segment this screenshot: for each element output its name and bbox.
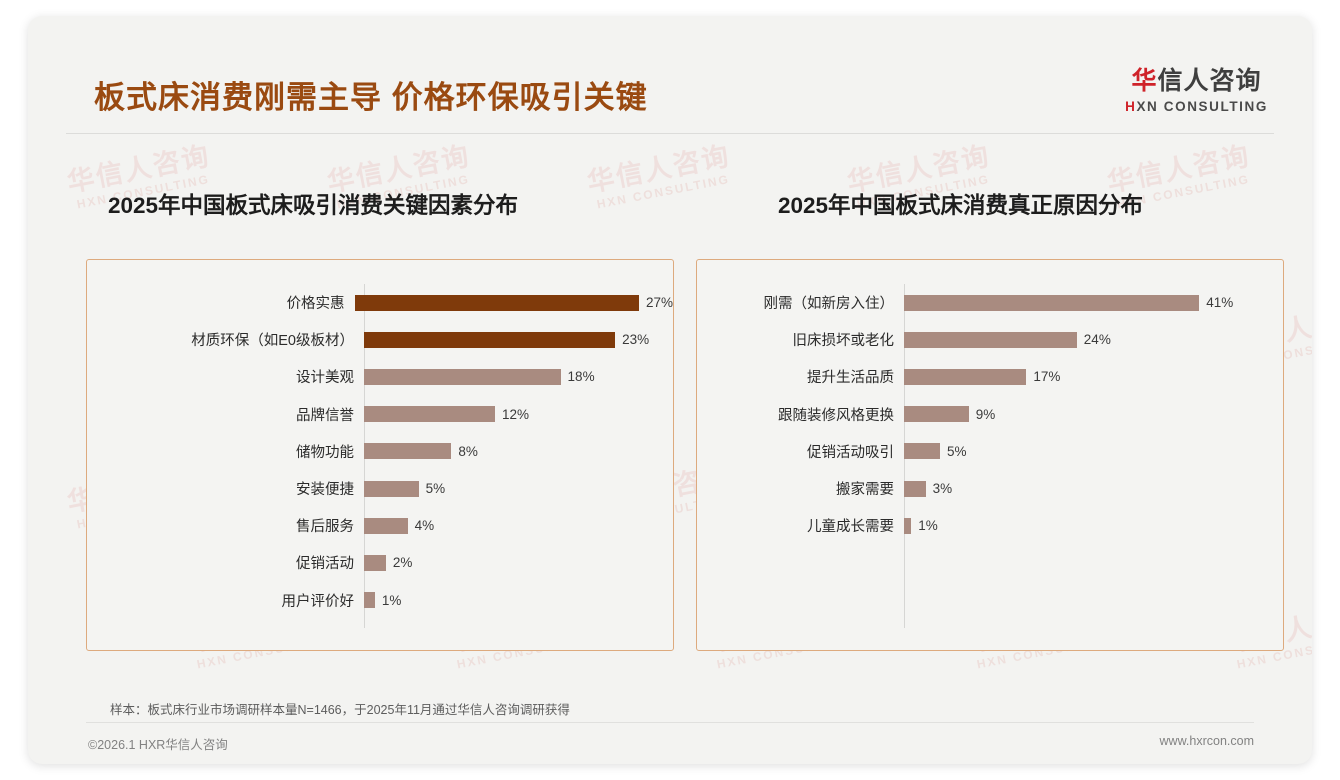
bar-row: 提升生活品质 17% [697,358,1283,395]
bar [364,592,375,609]
bar-category-label: 设计美观 [296,370,354,387]
bar-value-label: 5% [425,481,446,497]
bar [904,517,912,534]
chart-title-left: 2025年中国板式床吸引消费关键因素分布 [108,193,519,218]
bar-value-label: 1% [381,592,402,608]
bar-row: 价格实惠 27% [87,284,673,321]
bar-value-label: 23% [622,332,650,348]
bar-row: 儿童成长需要 1% [697,507,1283,544]
bar [364,517,408,534]
watermark-english: HXN CONSULTING [595,171,731,212]
bar-category-label: 用户评价好 [281,593,355,610]
bar [364,554,386,571]
bar-value-label: 5% [947,443,967,459]
bar-row: 旧床损坏或老化 24% [697,321,1283,358]
copyright-text: ©2026.1 HXR华信人咨询 [88,738,228,752]
bar [904,443,940,460]
logo-chinese: 华信人咨询 [1125,67,1268,96]
bar [904,406,969,423]
bar-category-label: 售后服务 [296,519,354,536]
bar-row: 搬家需要 3% [697,470,1283,507]
bar-category-label: 儿童成长需要 [807,519,894,536]
bar-category-label: 价格实惠 [286,296,345,313]
chart-panel-left: 价格实惠 27% 材质环保（如E0级板材） 23% 设计美观 18% 品牌信誉 12% 储物功能… [86,259,674,651]
bar [904,368,1027,385]
bar-value-label: 3% [932,481,953,497]
bar-category-label: 储物功能 [296,444,354,461]
bar-value-label: 9% [975,406,996,422]
bar-value-label: 27% [645,295,673,311]
bar-row: 促销活动吸引 5% [697,433,1283,470]
bar-row: 品牌信誉 12% [87,396,673,433]
logo-english: HXN CONSULTING [1125,99,1268,114]
bar-category-label: 品牌信誉 [296,407,354,424]
footer-divider [86,722,1254,723]
bar-value-label: 24% [1083,332,1111,348]
slide: 华信人咨询 HXN CONSULTING 华信人咨询 HXN CONSULTING 华信… [28,16,1312,764]
bar-row: 售后服务 4% [87,507,673,544]
logo-english-rest: XN CONSULTING [1136,98,1268,114]
logo-chinese-rest: 信人咨询 [1157,67,1262,95]
bar-row: 储物功能 8% [87,433,673,470]
company-logo: 华信人咨询 HXN CONSULTING [1125,67,1268,114]
watermark-chinese: 华信人咨询 [584,140,733,198]
sample-note: 样本：板式床行业市场调研样本量N=1466，于2025年11月通过华信人咨询调研… [110,703,570,717]
bar [364,368,561,385]
bar-row: 设计美观 18% [87,358,673,395]
bar [364,331,616,348]
bar-value-label: 2% [392,555,413,571]
bar-row: 刚需（如新房入住） 41% [697,284,1283,321]
chart-panel-right: 刚需（如新房入住） 41% 旧床损坏或老化 24% 提升生活品质 17% 跟随装修风格更换 9… [696,259,1284,651]
chart-title-right: 2025年中国板式床消费真正原因分布 [778,193,1144,218]
bar [364,443,452,460]
bar-category-label: 材质环保（如E0级板材） [191,333,354,350]
website-link[interactable]: www.hxrcon.com [1159,734,1254,748]
bar-value-label: 1% [918,518,938,534]
bar-value-label: 8% [458,443,478,459]
bar-rows-left: 价格实惠 27% 材质环保（如E0级板材） 23% 设计美观 18% 品牌信誉 12% 储物功能… [87,284,673,619]
bar-category-label: 跟随装修风格更换 [778,407,894,424]
bar-row: 安装便捷 5% [87,470,673,507]
bar [364,480,419,497]
bar [904,331,1077,348]
bar-category-label: 安装便捷 [296,482,354,499]
bar-category-label: 刚需（如新房入住） [763,296,895,313]
bar-category-label: 旧床损坏或老化 [792,333,895,350]
bar-value-label: 41% [1206,295,1234,311]
logo-accent-char: 华 [1131,67,1158,95]
bar [904,480,926,497]
bar-value-label: 12% [502,406,530,422]
bar-rows-right: 刚需（如新房入住） 41% 旧床损坏或老化 24% 提升生活品质 17% 跟随装修风格更换 9… [697,284,1283,544]
bar-value-label: 4% [414,518,435,534]
bar-value-label: 17% [1033,369,1061,385]
bar-category-label: 促销活动 [296,556,354,573]
bar-category-label: 提升生活品质 [807,370,894,387]
bar [364,406,496,423]
bar-row: 材质环保（如E0级板材） 23% [87,321,673,358]
page-title: 板式床消费刚需主导 价格环保吸引关键 [94,80,648,115]
header-divider [66,133,1274,134]
bar [904,294,1200,311]
logo-en-accent-char: H [1125,98,1137,114]
bar-value-label: 18% [567,369,595,385]
bar [354,294,639,311]
bar-category-label: 搬家需要 [836,482,894,499]
slide-header: 板式床消费刚需主导 价格环保吸引关键 华信人咨询 HXN CONSULTING [28,16,1312,120]
bar-category-label: 促销活动吸引 [807,444,894,461]
bar-row: 促销活动 2% [87,544,673,581]
bar-row: 跟随装修风格更换 9% [697,396,1283,433]
bar-row: 用户评价好 1% [87,582,673,619]
